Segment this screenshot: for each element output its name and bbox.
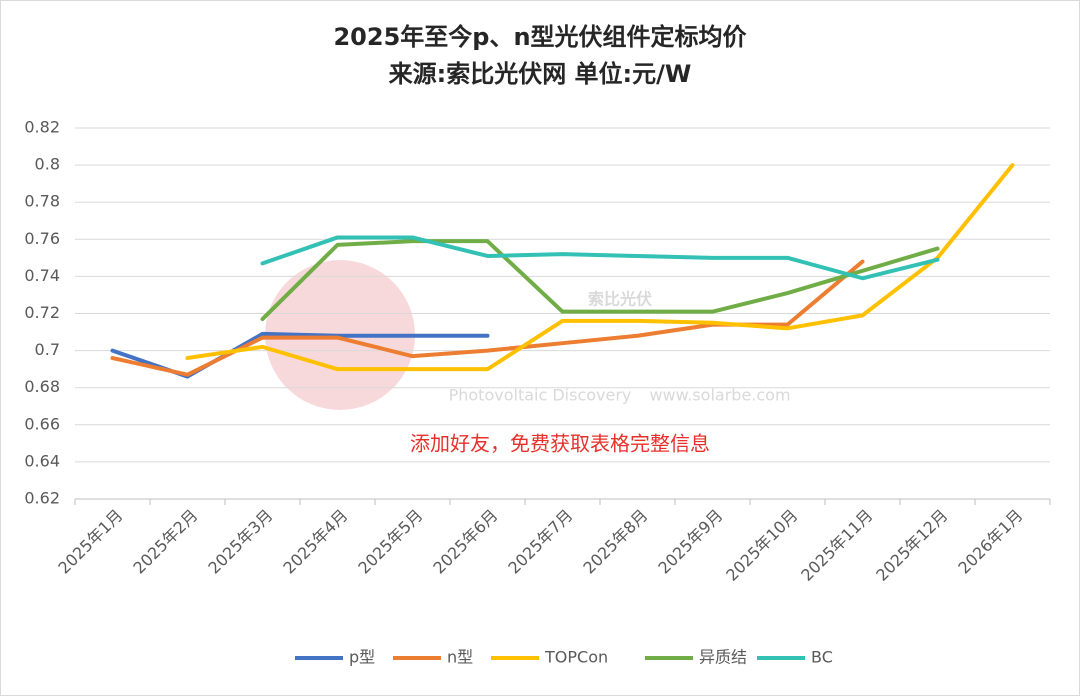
watermark: 索比光伏 <box>588 290 652 309</box>
annotation: 添加好友，免费获取表格完整信息 <box>410 432 710 456</box>
y-tick-label: 0.8 <box>35 155 60 174</box>
series-line <box>260 239 940 322</box>
y-tick-label: 0.82 <box>24 118 60 137</box>
y-tick-label: 0.78 <box>24 192 60 211</box>
y-tick-label: 0.62 <box>24 489 60 508</box>
legend-label: p型 <box>349 648 375 667</box>
watermark: www.solarbe.com <box>649 386 790 405</box>
series-line <box>260 235 940 281</box>
series-line <box>185 163 1015 372</box>
chart-title: 2025年至今p、n型光伏组件定标均价 <box>333 23 747 51</box>
y-tick-label: 0.7 <box>35 340 60 359</box>
y-tick-label: 0.66 <box>24 414 60 433</box>
watermark: Photovoltaic Discovery <box>449 386 632 405</box>
legend-label: 异质结 <box>699 648 747 667</box>
legend-label: BC <box>811 648 833 667</box>
legend-label: n型 <box>447 648 473 667</box>
y-tick-label: 0.68 <box>24 377 60 396</box>
y-tick-label: 0.72 <box>24 303 60 322</box>
y-tick-label: 0.64 <box>24 451 60 470</box>
y-tick-label: 0.74 <box>24 266 60 285</box>
legend-label: TOPCon <box>544 648 608 667</box>
y-tick-label: 0.76 <box>24 229 60 248</box>
chart-subtitle: 来源:索比光伏网 单位:元/W <box>389 60 692 88</box>
